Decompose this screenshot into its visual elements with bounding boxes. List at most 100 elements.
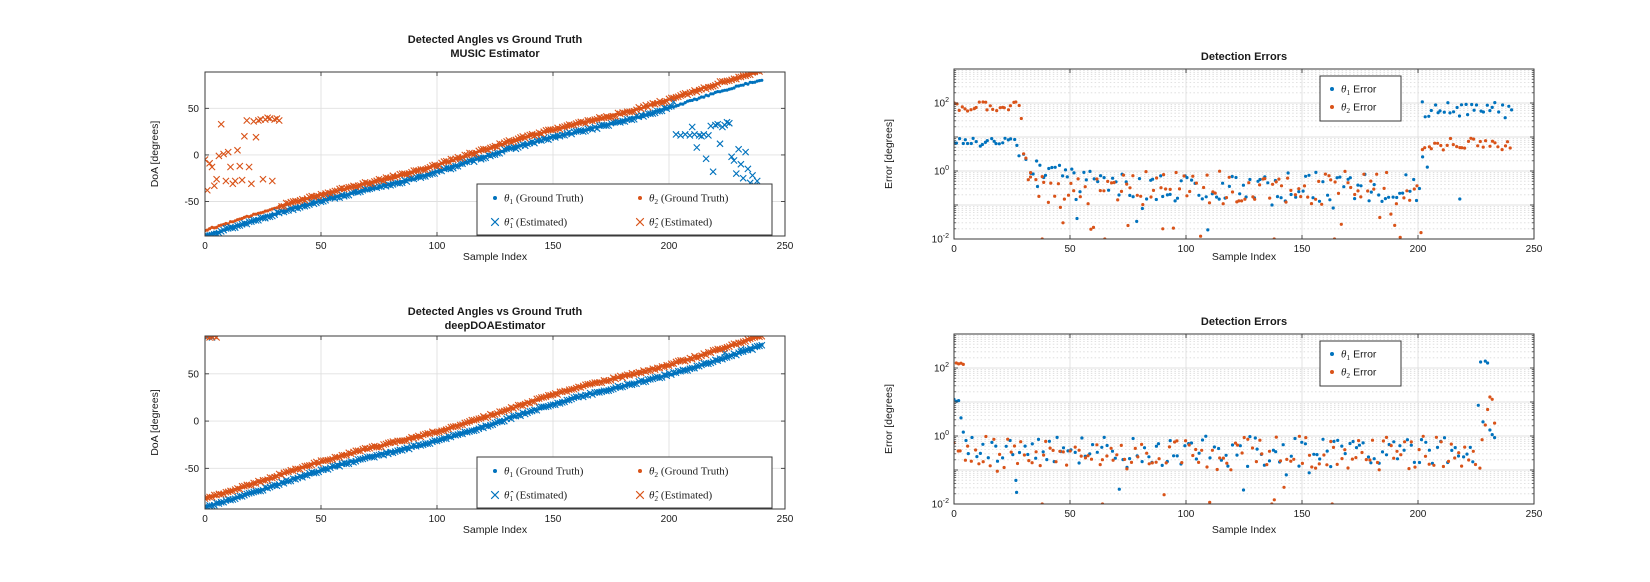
dot-marker	[1051, 448, 1055, 452]
dot-marker	[963, 138, 967, 142]
x-marker	[716, 140, 724, 148]
dot-marker	[1472, 137, 1476, 141]
dot-marker	[1354, 456, 1358, 460]
x-tick-label: 200	[661, 241, 678, 252]
x-marker	[723, 118, 731, 126]
x-marker	[217, 120, 225, 128]
x-marker	[549, 126, 557, 134]
dot-marker	[1030, 442, 1034, 446]
dot-marker	[1343, 448, 1347, 452]
dot-marker	[969, 141, 973, 146]
dot-marker	[1353, 192, 1357, 197]
dot-marker	[1289, 454, 1293, 458]
dot-marker	[1417, 186, 1421, 191]
dot-marker	[1095, 450, 1099, 454]
dot-marker	[1442, 110, 1446, 114]
dot-marker	[1441, 464, 1445, 469]
dot-marker	[981, 442, 985, 446]
dot-marker	[1062, 197, 1066, 201]
dot-marker	[1215, 467, 1219, 472]
x-marker	[758, 341, 766, 349]
dot-marker	[1036, 437, 1041, 441]
dot-marker	[1420, 100, 1424, 104]
x-marker	[702, 155, 710, 163]
dot-marker	[1455, 105, 1459, 110]
x-marker	[649, 110, 657, 117]
dot-marker	[957, 399, 961, 403]
legend: θ1 (Ground Truth) θ̂1 (Estimated) θ2 (Grou…	[476, 456, 773, 509]
x-marker	[479, 154, 487, 162]
dot-marker	[1119, 189, 1124, 193]
dot-marker	[1427, 462, 1431, 466]
x-marker	[354, 447, 362, 455]
dot-marker	[1230, 443, 1235, 447]
chart-title: Detected Angles vs Ground Truth	[408, 34, 583, 46]
x-marker	[206, 493, 214, 501]
dot-marker	[1078, 195, 1082, 199]
x-marker	[672, 93, 680, 101]
dot-marker	[732, 86, 736, 90]
x-marker	[570, 385, 578, 393]
x-marker	[568, 121, 576, 129]
dot-marker	[1317, 199, 1322, 203]
dot-marker	[1394, 202, 1398, 206]
dot-marker	[1315, 453, 1319, 457]
dot-marker	[1072, 171, 1076, 175]
x-marker	[380, 177, 388, 185]
dot-marker	[1462, 455, 1466, 459]
dot-marker	[1230, 174, 1234, 179]
x-marker	[607, 119, 615, 127]
x-marker	[461, 419, 469, 427]
dot-marker	[1164, 187, 1168, 191]
dot-marker	[1271, 448, 1275, 452]
x-marker	[245, 481, 253, 489]
dot-marker	[1142, 446, 1147, 450]
dot-marker	[1072, 189, 1076, 193]
dot-marker	[1274, 435, 1278, 439]
x-marker	[234, 146, 241, 154]
dot-marker	[1342, 185, 1346, 189]
dot-marker	[1286, 171, 1290, 175]
dot-marker	[1040, 175, 1044, 179]
dot-marker	[957, 108, 961, 112]
dot-marker	[1409, 440, 1413, 444]
x-marker	[498, 418, 506, 426]
x-marker	[447, 165, 455, 173]
dot-marker	[1329, 439, 1333, 444]
x-marker	[491, 411, 499, 418]
chart-title: MUSIC Estimator	[450, 48, 540, 60]
dot-marker	[990, 440, 994, 444]
dot-marker	[1314, 170, 1318, 174]
x-marker	[264, 114, 272, 122]
dot-marker	[683, 101, 687, 105]
x-marker	[725, 77, 733, 85]
dot-marker	[1332, 439, 1336, 443]
dot-marker	[252, 212, 256, 216]
dot-marker	[1300, 461, 1304, 465]
dot-marker	[1047, 166, 1051, 171]
x-marker	[549, 133, 557, 141]
dot-marker	[716, 90, 720, 94]
dot-marker	[1061, 450, 1065, 454]
x-marker	[222, 177, 230, 185]
series-theta1-error	[954, 359, 1497, 494]
dot-marker	[1346, 466, 1350, 470]
x-marker	[663, 361, 671, 369]
dot-marker	[969, 108, 973, 112]
dot-marker	[1030, 461, 1034, 465]
dot-marker	[1034, 456, 1038, 460]
dot-marker	[1112, 180, 1116, 185]
dot-marker	[1070, 167, 1074, 171]
dot-marker	[1238, 192, 1242, 196]
x-marker	[252, 216, 260, 224]
x-marker	[259, 175, 267, 183]
dot-marker	[1141, 203, 1145, 207]
dot-marker	[1442, 436, 1447, 440]
dot-marker	[1234, 175, 1238, 180]
dot-marker	[1092, 177, 1096, 181]
x-marker	[229, 496, 237, 503]
x-marker	[343, 191, 350, 199]
dot-marker	[1503, 144, 1508, 148]
x-marker	[472, 416, 480, 424]
dot-marker	[1046, 200, 1050, 204]
